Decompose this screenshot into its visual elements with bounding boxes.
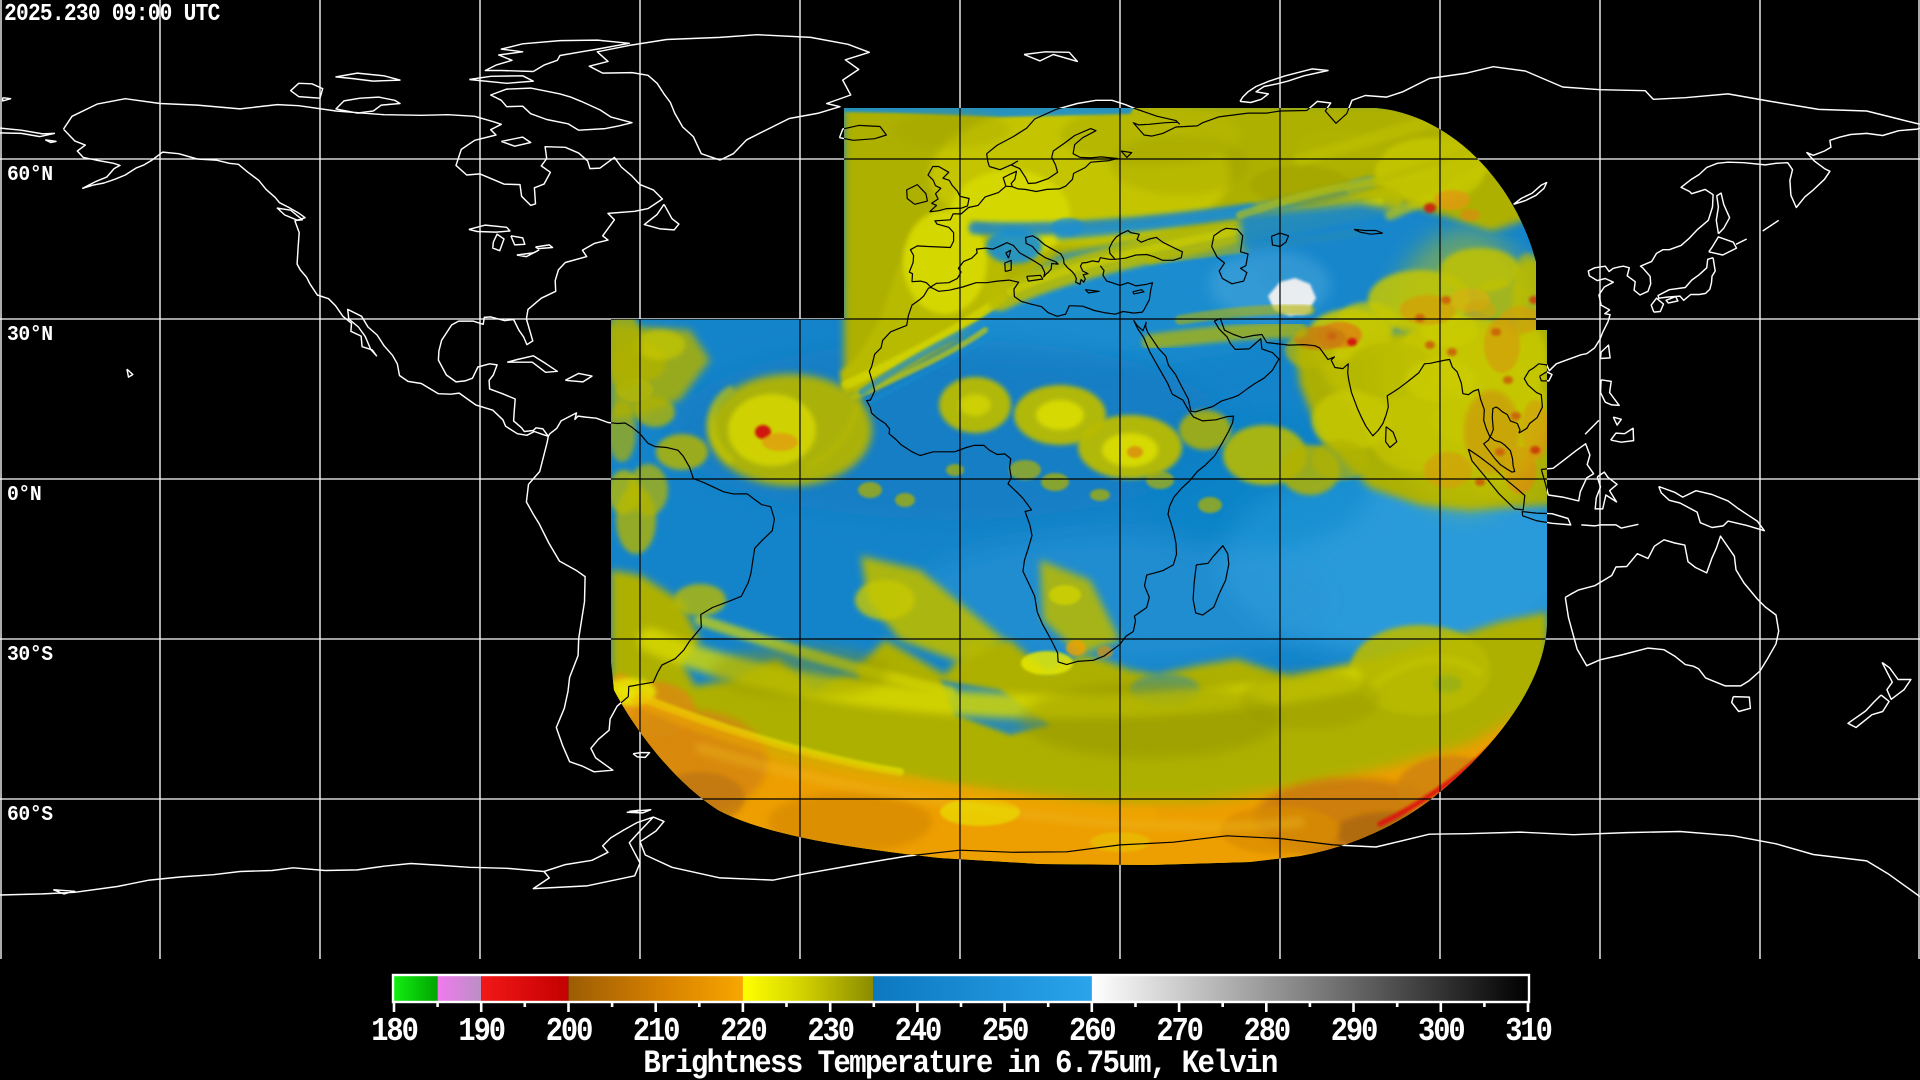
svg-text:30°N: 30°N	[7, 324, 53, 348]
svg-text:Brightness Temperature in 6.75: Brightness Temperature in 6.75um, Kelvin	[643, 1046, 1277, 1080]
svg-text:200: 200	[546, 1013, 592, 1050]
svg-text:270: 270	[1156, 1013, 1202, 1050]
svg-text:240: 240	[895, 1013, 941, 1050]
svg-text:60°S: 60°S	[7, 804, 53, 828]
svg-text:290: 290	[1331, 1013, 1377, 1050]
svg-text:30°S: 30°S	[7, 644, 53, 668]
svg-text:310: 310	[1505, 1013, 1551, 1050]
svg-text:0°N: 0°N	[7, 484, 41, 508]
svg-text:300: 300	[1418, 1013, 1464, 1050]
svg-text:180: 180	[371, 1013, 417, 1050]
svg-text:2025.230 09:00 UTC: 2025.230 09:00 UTC	[4, 0, 220, 27]
svg-text:60°N: 60°N	[7, 164, 53, 188]
svg-text:190: 190	[458, 1013, 504, 1050]
svg-text:250: 250	[982, 1013, 1028, 1050]
svg-text:280: 280	[1244, 1013, 1290, 1050]
svg-text:220: 220	[720, 1013, 766, 1050]
svg-text:210: 210	[633, 1013, 679, 1050]
svg-text:260: 260	[1069, 1013, 1115, 1050]
svg-text:230: 230	[807, 1013, 853, 1050]
